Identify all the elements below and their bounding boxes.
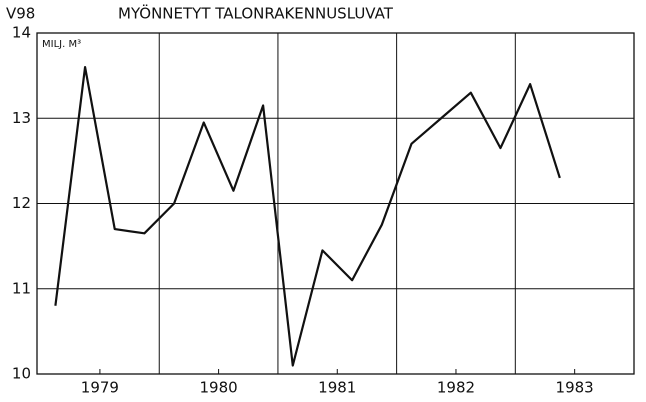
x-tick-label: 1981: [318, 379, 356, 397]
x-tick-label: 1980: [199, 379, 237, 397]
x-tick-label: 1979: [81, 379, 119, 397]
y-tick-label: 12: [12, 194, 31, 212]
data-line: [54, 66, 561, 367]
y-tick-label: 14: [12, 24, 31, 42]
y-tick-label: 13: [12, 109, 31, 127]
y-tick-label: 10: [12, 365, 31, 383]
x-tick-label: 1983: [556, 379, 594, 397]
unit-label: MILJ. M³: [42, 39, 81, 50]
x-tick-label: 1982: [437, 379, 475, 397]
y-tick-label: 11: [12, 279, 31, 297]
chart-title: MYÖNNETYT TALONRAKENNUSLUVAT: [118, 4, 394, 23]
chart-code: V98: [6, 5, 35, 23]
